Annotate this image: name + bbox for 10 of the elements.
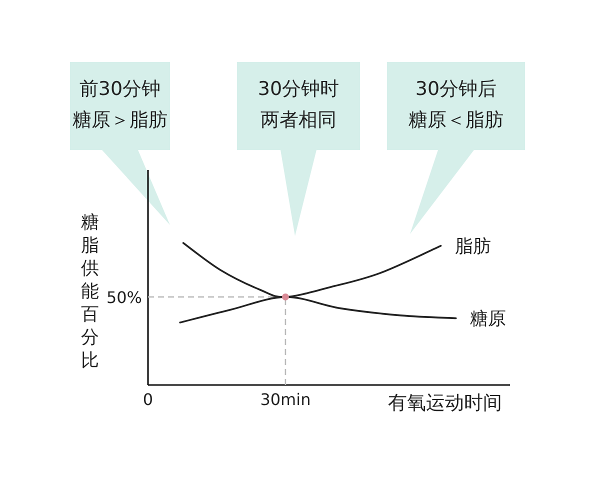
x-tick-label: 0 [142, 390, 154, 409]
series-label: 脂肪 [454, 236, 491, 257]
y-axis-title: 糖脂供能百分比 [81, 212, 99, 371]
series-label: 糖原 [470, 308, 506, 330]
text: 30分钟后糖原＜脂肪 [408, 78, 504, 131]
text: 30分钟时两者相同 [258, 78, 340, 131]
x-tick-label: 30min [260, 390, 311, 409]
text: 50% [106, 288, 142, 307]
x-axis-title: 有氧运动时间 [388, 392, 502, 414]
text: 前30分钟糖原＞脂肪 [72, 78, 168, 131]
